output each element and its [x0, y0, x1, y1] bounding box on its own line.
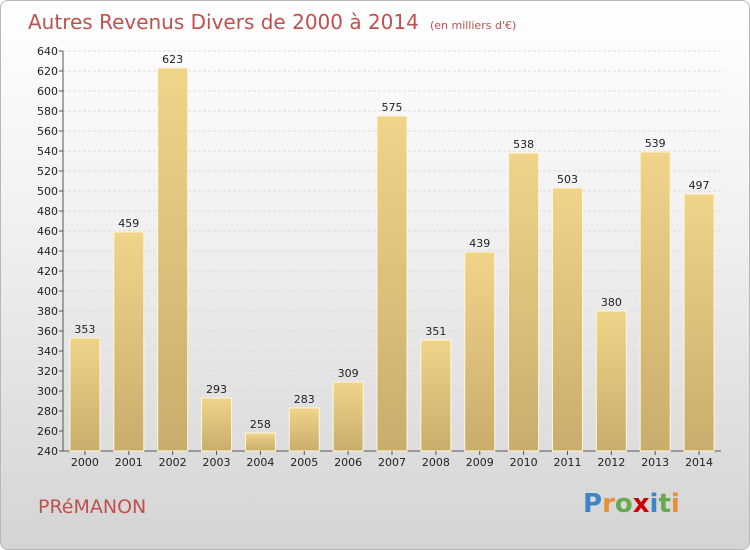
y-tick-label: 420: [37, 265, 58, 278]
bar-value-label: 380: [601, 296, 622, 309]
y-tick-label: 360: [37, 325, 58, 338]
x-tick-label: 2006: [334, 456, 362, 469]
y-tick-label: 340: [37, 345, 58, 358]
proxiti-logo: Proxiti: [583, 489, 680, 519]
y-tick-label: 580: [37, 105, 58, 118]
x-tick-label: 2002: [159, 456, 187, 469]
x-tick-label: 2011: [553, 456, 581, 469]
x-tick-label: 2005: [290, 456, 318, 469]
bar-value-label: 293: [206, 383, 227, 396]
town-name: PRéMANON: [38, 496, 147, 518]
bar: [683, 193, 715, 452]
chart-title: Autres Revenus Divers de 2000 à 2014: [28, 10, 419, 34]
y-tick-label: 620: [37, 65, 58, 78]
bar: [157, 67, 189, 452]
bar-value-label: 575: [382, 101, 403, 114]
bar-value-label: 351: [425, 325, 446, 338]
bar: [464, 251, 496, 452]
chart-unit-note: (en milliers d'€): [429, 19, 517, 32]
x-tick-label: 2012: [597, 456, 625, 469]
x-tick-label: 2008: [422, 456, 450, 469]
y-tick-label: 460: [37, 225, 58, 238]
bar: [69, 337, 101, 452]
y-tick-label: 260: [37, 425, 58, 438]
bar-value-label: 623: [162, 53, 183, 66]
x-tick-label: 2003: [203, 456, 231, 469]
x-tick-label: 2000: [71, 456, 99, 469]
bar: [288, 407, 320, 452]
chart-title-wrap: Autres Revenus Divers de 2000 à 2014 (en…: [28, 10, 516, 34]
y-tick-label: 600: [37, 85, 58, 98]
logo-letter: t: [658, 489, 671, 519]
y-tick-label: 320: [37, 365, 58, 378]
y-tick-label: 480: [37, 205, 58, 218]
y-tick-label: 440: [37, 245, 58, 258]
logo-letter: r: [602, 489, 615, 519]
y-tick-label: 500: [37, 185, 58, 198]
y-tick-label: 240: [37, 445, 58, 458]
bar-value-label: 459: [118, 217, 139, 230]
bar-value-label: 258: [250, 418, 271, 431]
bar: [420, 339, 452, 452]
x-tick-label: 2013: [641, 456, 669, 469]
bar: [508, 152, 540, 452]
logo-letter: i: [670, 489, 680, 519]
y-tick-label: 380: [37, 305, 58, 318]
bar-value-label: 283: [294, 393, 315, 406]
bar-value-label: 353: [74, 323, 95, 336]
bar: [201, 397, 233, 452]
y-tick-label: 300: [37, 385, 58, 398]
bar-value-label: 539: [645, 137, 666, 150]
y-tick-label: 540: [37, 145, 58, 158]
bar: [244, 432, 276, 452]
x-tick-label: 2014: [685, 456, 713, 469]
bar: [113, 231, 145, 452]
x-tick-label: 2001: [115, 456, 143, 469]
y-tick-label: 280: [37, 405, 58, 418]
logo-letter: o: [614, 489, 633, 519]
bar-value-label: 503: [557, 173, 578, 186]
bar: [376, 115, 408, 452]
logo-letter: P: [583, 489, 603, 519]
bar: [595, 310, 627, 452]
logo-letter: i: [649, 489, 659, 519]
y-tick-label: 560: [37, 125, 58, 138]
logo-letter: x: [632, 489, 650, 519]
y-tick-label: 640: [37, 45, 58, 58]
x-tick-label: 2009: [466, 456, 494, 469]
bar: [551, 187, 583, 452]
bar-value-label: 497: [689, 179, 710, 192]
bar: [639, 151, 671, 452]
y-tick-label: 520: [37, 165, 58, 178]
x-tick-label: 2004: [246, 456, 274, 469]
x-tick-label: 2007: [378, 456, 406, 469]
bar-value-label: 439: [469, 237, 490, 250]
x-tick-label: 2010: [510, 456, 538, 469]
bar-value-label: 538: [513, 138, 534, 151]
bar: [332, 381, 364, 452]
bar-value-label: 309: [338, 367, 359, 380]
y-tick-label: 400: [37, 285, 58, 298]
